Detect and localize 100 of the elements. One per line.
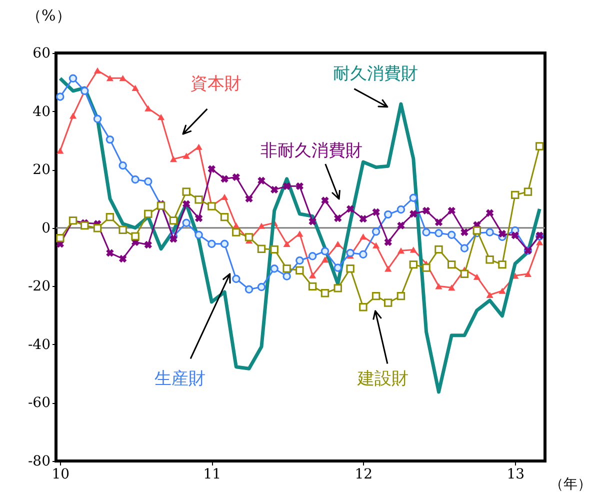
point xyxy=(106,249,114,257)
point xyxy=(384,298,392,307)
point xyxy=(321,256,329,263)
point xyxy=(410,246,417,253)
point xyxy=(157,114,165,120)
point xyxy=(282,264,291,273)
point xyxy=(460,270,469,278)
point xyxy=(131,232,140,240)
point xyxy=(93,224,102,232)
point xyxy=(182,200,190,208)
point xyxy=(320,247,330,256)
point xyxy=(396,292,406,300)
point xyxy=(208,240,216,248)
point xyxy=(384,238,392,246)
point xyxy=(282,182,291,190)
point xyxy=(220,212,229,222)
point xyxy=(309,272,316,278)
point xyxy=(486,228,494,236)
point xyxy=(296,256,304,265)
point xyxy=(106,135,114,144)
point xyxy=(118,226,127,234)
point xyxy=(308,282,317,291)
point xyxy=(524,270,532,277)
point xyxy=(170,156,178,162)
point xyxy=(182,218,190,227)
point xyxy=(220,240,229,248)
point xyxy=(334,264,342,272)
y-tick-label: -20 xyxy=(28,278,50,295)
point xyxy=(498,230,506,238)
point xyxy=(524,188,532,196)
point xyxy=(232,228,240,236)
point xyxy=(334,240,342,247)
text: 生産財 xyxy=(154,368,206,389)
point xyxy=(270,264,278,273)
x-tick-label: 11 xyxy=(203,466,222,482)
point xyxy=(245,194,253,203)
point xyxy=(447,260,456,269)
point xyxy=(359,303,368,312)
point xyxy=(320,289,330,298)
point xyxy=(144,105,152,112)
point xyxy=(448,284,456,291)
point xyxy=(486,209,494,217)
point xyxy=(384,210,392,219)
point xyxy=(244,233,254,242)
point xyxy=(346,205,354,213)
y-tick-label: -80 xyxy=(28,454,50,470)
point xyxy=(270,186,278,194)
point xyxy=(397,222,405,230)
point xyxy=(486,256,494,264)
y-tick-label: 0 xyxy=(42,220,50,236)
text: 建設財 xyxy=(356,368,408,389)
point xyxy=(257,282,266,292)
point xyxy=(106,212,114,222)
point xyxy=(56,148,64,154)
point xyxy=(372,242,380,248)
point xyxy=(422,228,430,236)
point xyxy=(56,92,64,101)
point xyxy=(244,285,254,294)
point xyxy=(232,274,240,283)
point xyxy=(409,260,418,269)
point xyxy=(144,240,152,249)
point xyxy=(131,175,140,184)
point xyxy=(56,234,64,242)
point xyxy=(296,266,304,275)
point xyxy=(511,232,519,240)
point xyxy=(282,272,291,280)
point xyxy=(232,173,240,181)
y-tick-label: -60 xyxy=(28,395,50,412)
point xyxy=(257,244,266,253)
point xyxy=(359,250,368,258)
point xyxy=(498,288,506,294)
point xyxy=(194,214,203,222)
point xyxy=(372,228,380,236)
point xyxy=(68,74,78,82)
x-tick-label: 10 xyxy=(52,466,70,482)
point xyxy=(498,260,506,269)
point xyxy=(94,67,102,74)
point xyxy=(346,248,354,258)
point xyxy=(93,114,102,123)
point xyxy=(296,230,304,237)
point xyxy=(448,206,456,214)
y-tick-label: 20 xyxy=(32,162,50,178)
point xyxy=(434,218,443,226)
point xyxy=(472,226,482,235)
point xyxy=(258,176,266,184)
point xyxy=(221,194,228,200)
point xyxy=(346,264,354,273)
y-axis-title: （%） xyxy=(26,6,71,24)
point xyxy=(422,206,430,214)
point xyxy=(144,177,152,186)
point xyxy=(409,194,418,202)
point xyxy=(283,240,290,247)
point xyxy=(169,216,178,225)
point xyxy=(194,195,203,204)
point xyxy=(434,245,443,254)
point xyxy=(384,266,392,272)
point xyxy=(359,214,368,223)
point xyxy=(118,161,127,170)
series-label: 非耐久消費財 xyxy=(260,140,363,161)
point xyxy=(410,210,418,218)
